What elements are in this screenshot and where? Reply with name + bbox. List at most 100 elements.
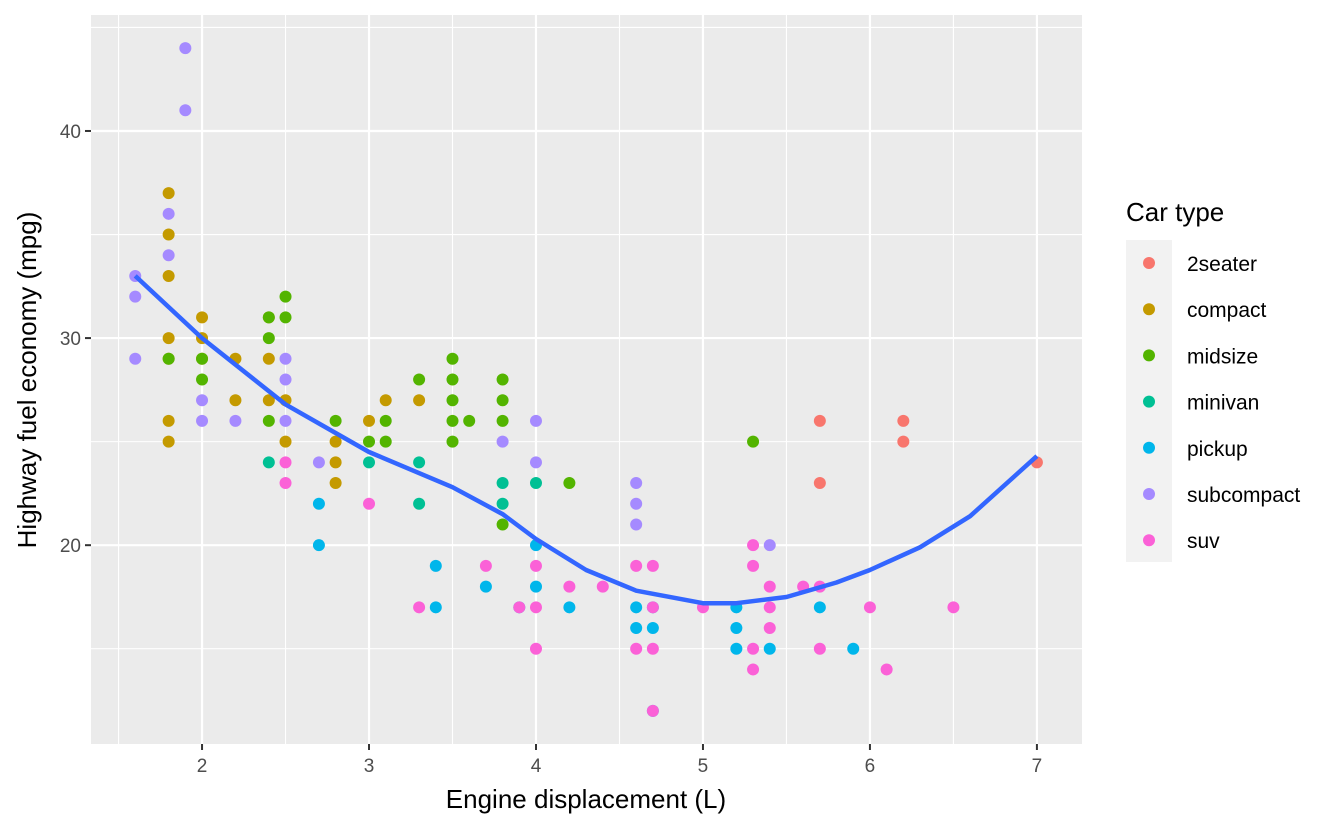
point-midsize <box>162 352 175 365</box>
point-subcompact <box>129 290 142 303</box>
smooth-line <box>133 274 1039 606</box>
point-midsize <box>262 332 275 345</box>
y-tick-label: 30 <box>60 329 81 350</box>
point-midsize <box>446 394 459 407</box>
legend-key-2seater <box>1143 257 1155 269</box>
point-suv <box>813 642 826 655</box>
point-subcompact <box>196 414 209 427</box>
point-suv <box>646 559 659 572</box>
point-midsize <box>262 311 275 324</box>
point-subcompact <box>312 456 325 469</box>
point-suv <box>747 642 760 655</box>
point-subcompact <box>630 477 643 490</box>
point-subcompact <box>529 414 542 427</box>
point-suv <box>646 704 659 717</box>
point-suv <box>596 580 609 593</box>
point-midsize <box>496 373 509 386</box>
point-subcompact <box>162 249 175 262</box>
y-axis-label: Highway fuel economy (mpg) <box>12 212 42 549</box>
legend-label-2seater: 2seater <box>1187 253 1257 276</box>
point-compact <box>229 394 242 407</box>
point-pickup <box>730 622 743 635</box>
point-suv <box>413 601 426 614</box>
legend-key-minivan <box>1143 395 1155 408</box>
point-suv <box>630 559 643 572</box>
point-pickup <box>630 601 643 614</box>
point-suv <box>529 642 542 655</box>
point-suv <box>747 539 760 552</box>
legend-label-suv: suv <box>1187 530 1220 553</box>
point-midsize <box>262 414 275 427</box>
point-compact <box>262 394 275 407</box>
point-midsize <box>463 414 476 427</box>
point-suv <box>763 580 776 593</box>
point-pickup <box>630 622 643 635</box>
point-compact <box>363 414 376 427</box>
point-compact <box>413 394 426 407</box>
point-midsize <box>329 414 342 427</box>
point-midsize <box>279 290 292 303</box>
point-subcompact <box>763 539 776 552</box>
point-compact <box>329 477 342 490</box>
point-midsize <box>496 518 509 531</box>
point-minivan <box>363 456 376 469</box>
point-midsize <box>446 414 459 427</box>
point-compact <box>329 456 342 469</box>
point-minivan <box>529 477 542 490</box>
x-tick-label: 3 <box>364 756 375 777</box>
point-subcompact <box>162 207 175 220</box>
point-midsize <box>196 373 209 386</box>
point-subcompact <box>496 435 509 448</box>
point-suv <box>529 601 542 614</box>
point-pickup <box>429 559 442 572</box>
point-compact <box>162 414 175 427</box>
legend-title: Car type <box>1126 197 1224 227</box>
legend-label-midsize: midsize <box>1187 345 1258 368</box>
legend-key-suv <box>1143 534 1155 547</box>
point-subcompact <box>630 518 643 531</box>
point-suv <box>363 497 376 510</box>
point-pickup <box>312 497 325 510</box>
point-suv <box>279 477 292 490</box>
point-suv <box>763 601 776 614</box>
point-subcompact <box>279 373 292 386</box>
point-compact <box>162 269 175 282</box>
point-2seater <box>897 435 910 448</box>
point-suv <box>513 601 526 614</box>
point-midsize <box>196 352 209 365</box>
point-subcompact <box>279 414 292 427</box>
point-compact <box>279 435 292 448</box>
panel-background <box>91 15 1082 744</box>
point-midsize <box>363 435 376 448</box>
legend-key-compact <box>1143 303 1155 316</box>
point-subcompact <box>129 352 142 365</box>
point-suv <box>563 580 576 593</box>
y-tick-label: 40 <box>60 122 81 143</box>
point-pickup <box>429 601 442 614</box>
legend-label-minivan: minivan <box>1187 392 1259 415</box>
point-midsize <box>446 435 459 448</box>
point-suv <box>747 663 760 676</box>
legend-key-pickup <box>1143 441 1155 454</box>
y-tick-label: 20 <box>60 536 81 557</box>
point-midsize <box>446 352 459 365</box>
point-midsize <box>413 373 426 386</box>
point-compact <box>262 352 275 365</box>
point-pickup <box>563 601 576 614</box>
legend-label-pickup: pickup <box>1187 438 1248 461</box>
point-compact <box>162 228 175 241</box>
point-suv <box>279 456 292 469</box>
point-suv <box>947 601 960 614</box>
point-pickup <box>847 642 860 655</box>
point-pickup <box>312 539 325 552</box>
point-minivan <box>496 497 509 510</box>
legend-key-midsize <box>1143 349 1155 362</box>
point-midsize <box>446 373 459 386</box>
point-pickup <box>763 642 776 655</box>
x-tick-label: 7 <box>1032 756 1043 777</box>
x-tick-label: 4 <box>531 756 542 777</box>
point-suv <box>646 642 659 655</box>
point-minivan <box>413 497 426 510</box>
